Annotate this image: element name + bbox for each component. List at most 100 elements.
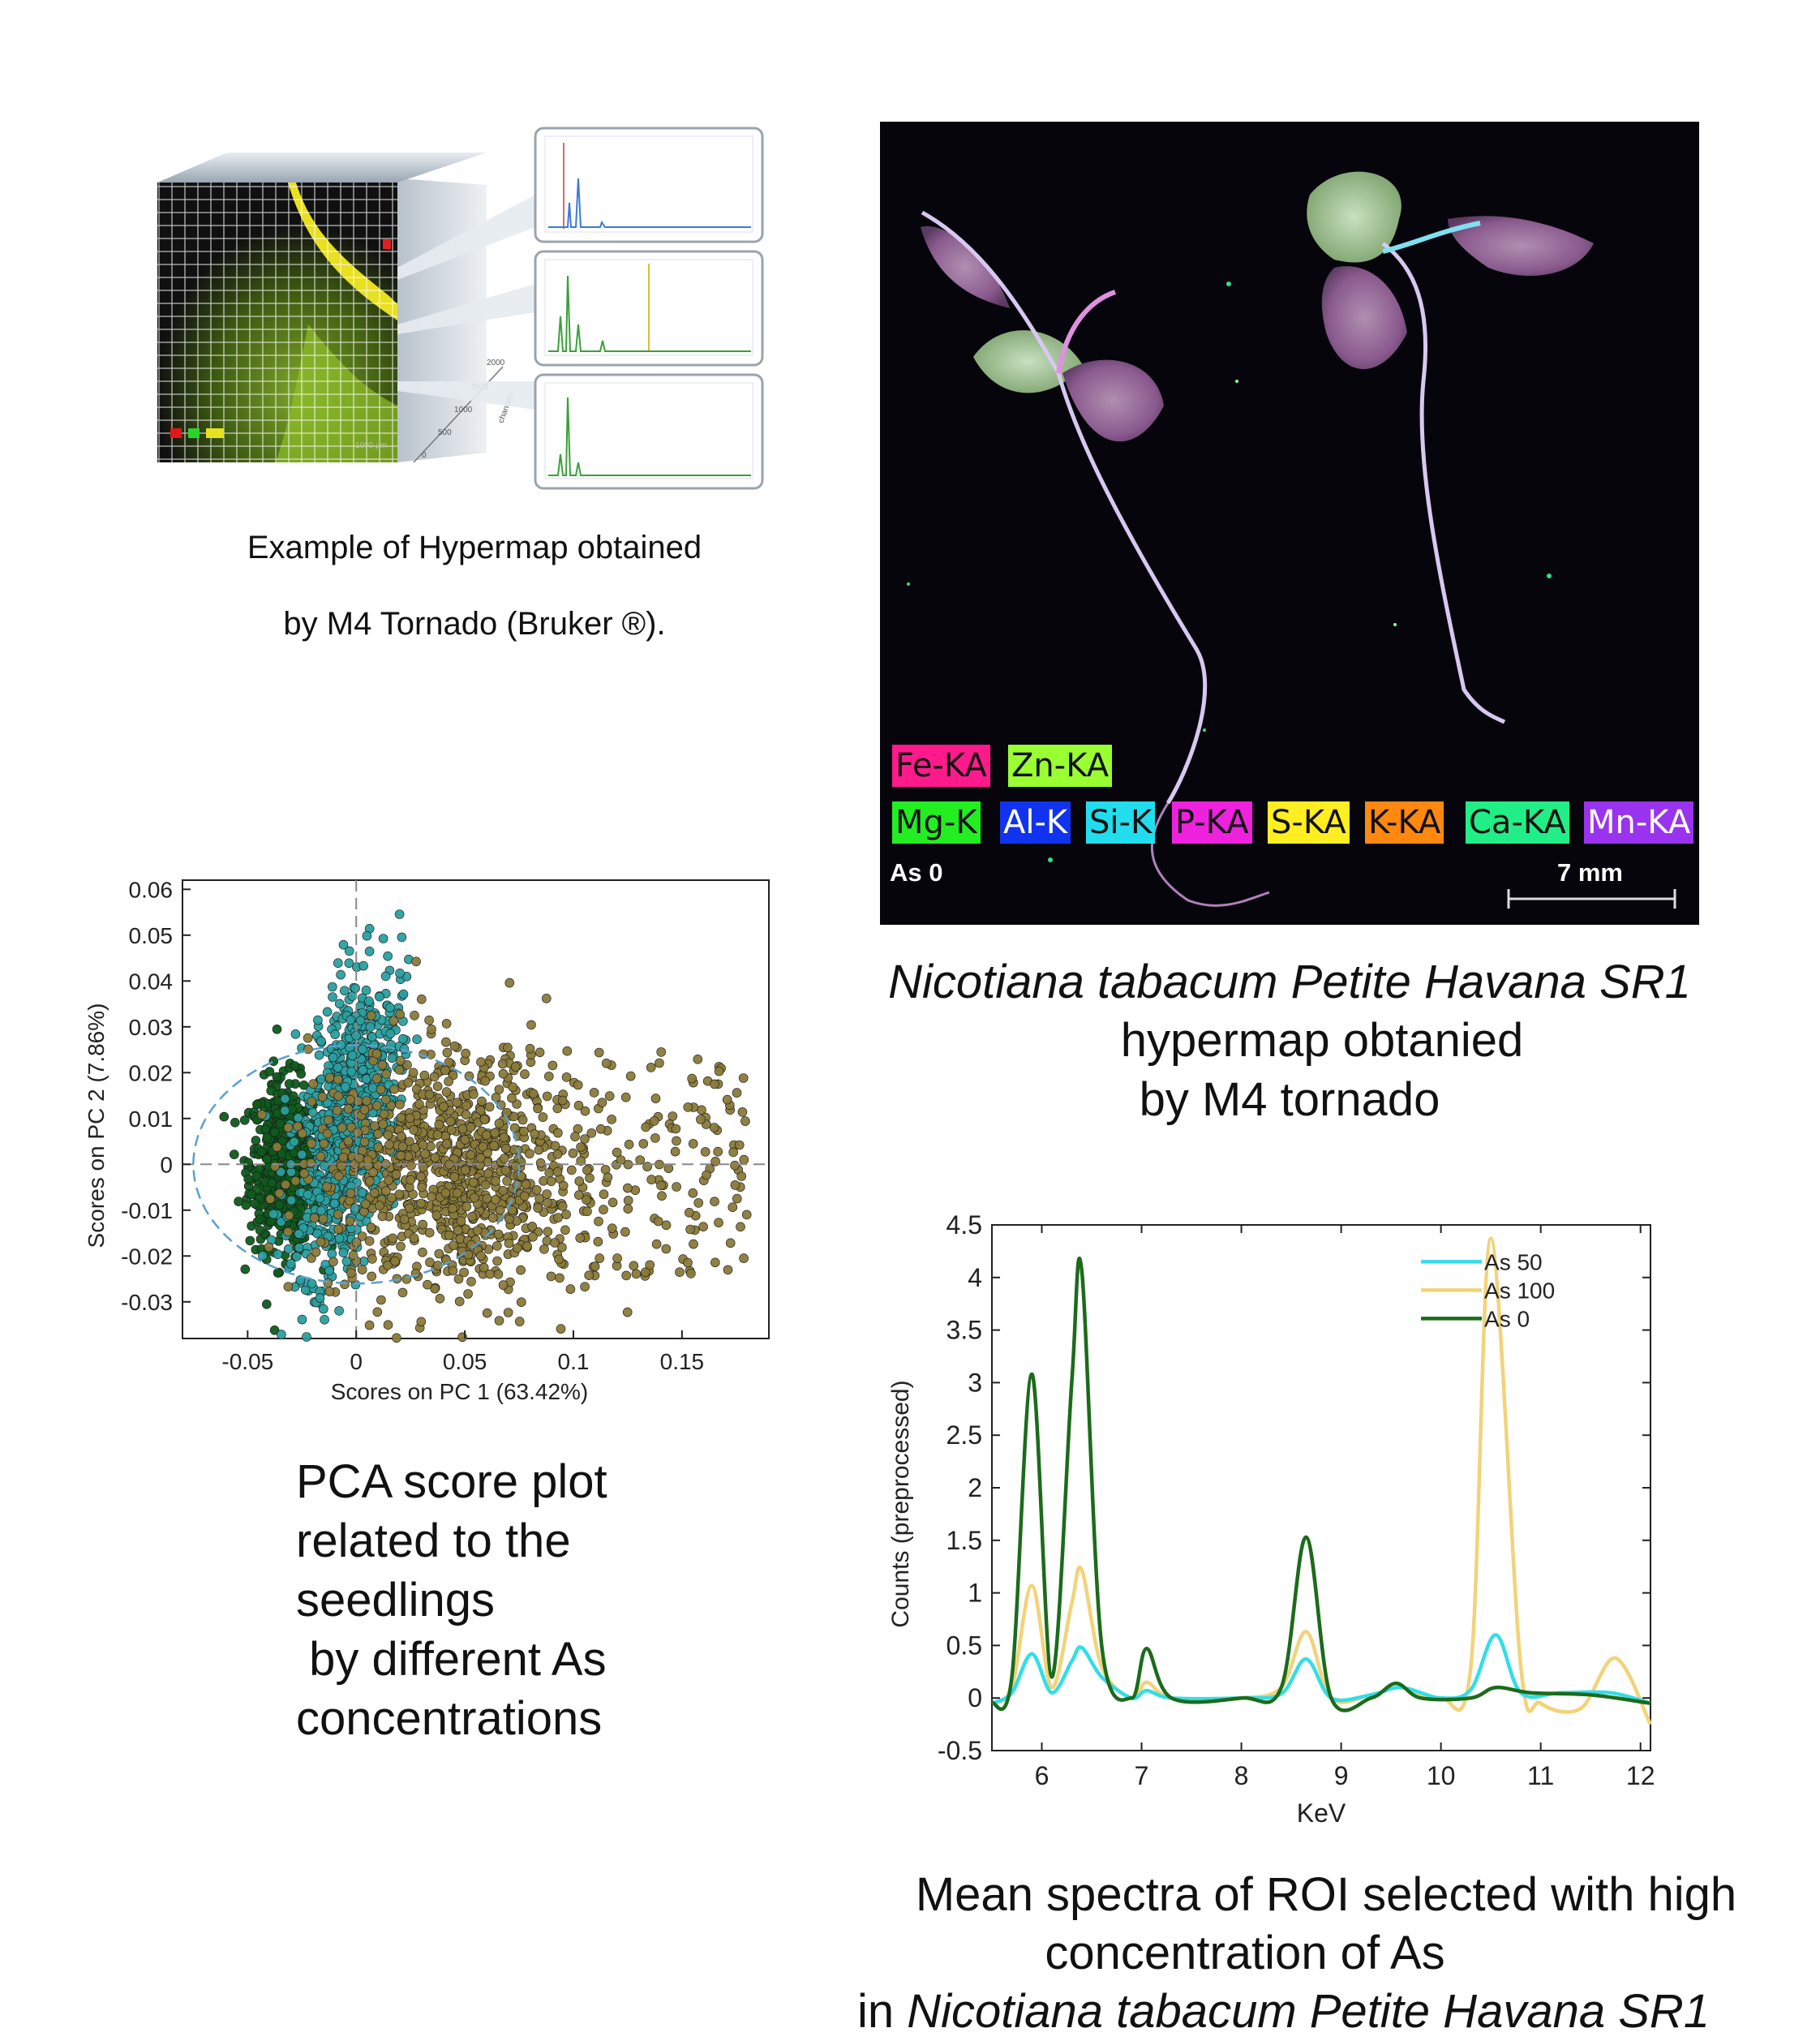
scatter-point <box>418 1247 427 1257</box>
cube-axis-label: 500 <box>438 428 452 437</box>
scatter-point <box>340 1279 350 1290</box>
scatter-point <box>556 1324 566 1334</box>
scatter-point <box>266 1085 277 1096</box>
scatter-point <box>565 1284 576 1294</box>
scatter-point <box>449 1240 459 1250</box>
scatter-point <box>284 1210 294 1221</box>
scatter-point <box>582 1206 592 1217</box>
scatter-point <box>736 1222 745 1232</box>
scatter-point <box>383 1320 393 1330</box>
scatter-point <box>261 1299 272 1309</box>
scatter-point <box>316 1036 326 1046</box>
stem <box>921 210 1208 805</box>
scatter-point <box>394 909 405 919</box>
scatter-point <box>493 1270 504 1279</box>
scatter-point <box>336 969 346 980</box>
scatter-point <box>312 1228 323 1239</box>
scatter-point <box>338 1248 349 1258</box>
cube-tag-fe <box>170 428 182 438</box>
scatter-point <box>280 1106 290 1115</box>
scatter-point <box>350 983 360 994</box>
scatter-point <box>514 1317 525 1326</box>
scatter-point <box>395 1009 406 1020</box>
scatter-point <box>373 1142 384 1153</box>
scatter-point <box>439 1102 449 1112</box>
scatter-point <box>620 1227 630 1237</box>
scatter-point <box>322 1128 333 1139</box>
scatter-point <box>424 1227 435 1238</box>
scatter-point <box>277 1149 287 1159</box>
scatter-point <box>230 1117 240 1128</box>
series-line-as-0 <box>990 1257 1651 1712</box>
scatter-point <box>554 1254 564 1265</box>
scatter-point <box>363 1155 373 1165</box>
scatter-point <box>283 1123 294 1132</box>
scatter-point <box>314 1050 324 1060</box>
scatter-point <box>494 1119 504 1128</box>
scatter-point <box>358 1206 369 1217</box>
scatter-point <box>412 1034 422 1044</box>
scatter-point <box>553 1128 563 1138</box>
scatter-point <box>671 1124 681 1134</box>
scatter-point <box>444 1230 454 1240</box>
scatter-point <box>427 1025 436 1034</box>
scatter-point <box>621 1270 632 1281</box>
spectra-caption-suffix: SR1 <box>1618 1985 1711 2038</box>
scatter-point <box>362 930 372 941</box>
scatter-point <box>601 1059 612 1068</box>
scatter-point <box>380 971 391 982</box>
scatter-point <box>375 1201 384 1211</box>
scatter-point <box>369 1188 380 1198</box>
scatter-point <box>384 1175 393 1185</box>
scatter-point <box>345 1216 355 1227</box>
scatter-point <box>728 1202 738 1213</box>
scatter-point <box>580 1106 590 1116</box>
scatter-point <box>714 1218 723 1228</box>
hypercube-illustration: 1000 µm 2000 1500 1000 500 0 channels <box>157 127 764 490</box>
scatter-point <box>432 1130 443 1140</box>
scatter-point <box>604 1091 615 1101</box>
element-tag-fe-ka: Fe-KA <box>892 745 990 787</box>
element-tag-p-ka: P-KA <box>1172 801 1252 844</box>
scatter-point <box>440 1131 450 1141</box>
scatter-point <box>646 1175 657 1184</box>
scatter-point <box>385 1029 396 1039</box>
scatter-point <box>306 1158 316 1168</box>
scatter-point <box>467 1211 477 1222</box>
scatter-point <box>525 1149 534 1158</box>
scatter-point <box>346 1067 357 1076</box>
scatter-point <box>480 1076 491 1086</box>
x-axis-label: KeV <box>1297 1798 1346 1828</box>
scatter-point <box>322 1182 332 1192</box>
scatter-point <box>318 1214 328 1224</box>
scatter-point <box>273 1268 283 1278</box>
scatter-point <box>599 1189 609 1200</box>
scatter-point <box>408 1068 419 1078</box>
pca-caption-line: by different As <box>296 1633 607 1686</box>
spectra-caption-line3: in Nicotiana tabacum Petite Havana SR1 <box>857 1983 1710 2041</box>
scatter-point <box>448 1203 457 1214</box>
scatter-point <box>478 1141 488 1152</box>
scatter-point <box>334 1306 344 1316</box>
scatter-point <box>383 1130 393 1141</box>
scatter-point <box>411 1084 422 1094</box>
legend-label: As 0 <box>1484 1306 1530 1331</box>
spectra-caption-line1: Mean spectra of ROI selected with high <box>915 1868 1737 1921</box>
scatter-point <box>333 1063 343 1072</box>
cube-spectrum-box <box>534 250 764 367</box>
x-tick-label: 10 <box>1427 1761 1456 1790</box>
y-tick-label: 4.5 <box>946 1210 982 1240</box>
scatter-point <box>622 1307 633 1317</box>
scatter-point <box>346 1122 357 1132</box>
scatter-point <box>635 1155 646 1165</box>
scatter-point <box>283 1227 293 1237</box>
scatter-point <box>542 1091 552 1102</box>
scatter-point <box>332 1106 342 1115</box>
scatter-point <box>552 1103 563 1114</box>
scatter-point <box>328 1257 338 1267</box>
scatter-point <box>329 1198 340 1209</box>
scatter-point <box>476 1251 486 1261</box>
scatter-point <box>580 1134 590 1144</box>
scatter-point <box>293 1113 303 1123</box>
scatter-point <box>499 1132 509 1143</box>
